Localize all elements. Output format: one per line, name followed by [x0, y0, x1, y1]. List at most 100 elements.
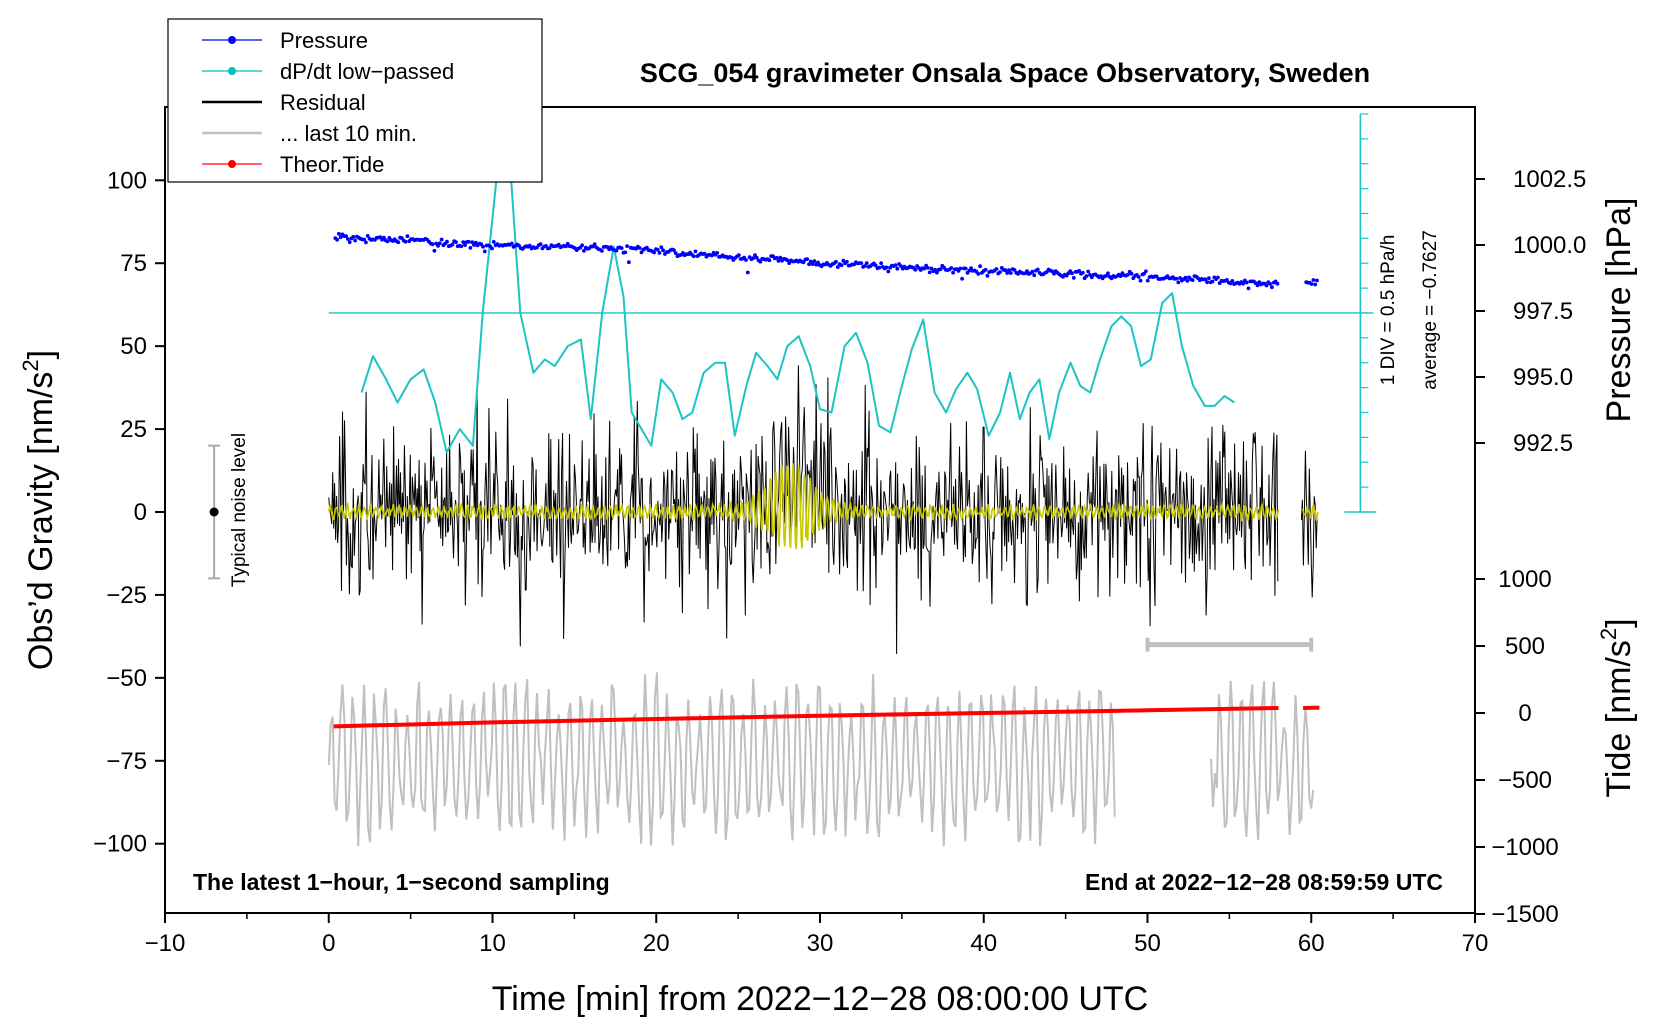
pressure-point	[1246, 286, 1251, 291]
pressure-point	[1030, 269, 1035, 274]
tide-axis-title-sup: 2	[1596, 628, 1621, 640]
legend-label: dP/dt low−passed	[280, 59, 454, 84]
pressure-point	[365, 234, 370, 238]
tide-tick-label: −500	[1498, 767, 1552, 794]
pressure-point	[1144, 269, 1148, 274]
pressure-point	[864, 261, 869, 265]
pressure-point	[877, 265, 882, 270]
pressure-point	[1210, 279, 1215, 284]
tide-tick-label: −1500	[1491, 901, 1558, 928]
pressure-point	[913, 267, 918, 272]
pressure-point	[873, 263, 878, 268]
pressure-point	[396, 240, 401, 245]
pressure-point	[985, 273, 990, 278]
pressure-point	[758, 259, 763, 264]
pressure-tick-label: 997.5	[1513, 298, 1573, 325]
pressure-point	[592, 242, 597, 247]
pressure-point	[362, 237, 366, 242]
pressure-point	[691, 254, 696, 259]
pressure-point	[509, 241, 514, 246]
pressure-point	[346, 237, 350, 241]
pressure-point	[751, 256, 756, 260]
pressure-point	[461, 240, 466, 245]
pressure-point	[960, 276, 964, 281]
legend-label: Residual	[280, 90, 366, 115]
legend-entries: Pressure dP/dt low−passed Residual ... last…	[202, 28, 454, 177]
pressure-point	[1275, 281, 1280, 286]
pressure-point	[983, 267, 988, 272]
pressure-point	[338, 235, 343, 240]
pressure-point	[812, 259, 817, 263]
x-tick-label: 60	[1298, 930, 1325, 957]
tide-axis-ticks: 1000 500 0 −500 −1000 −1500	[1475, 566, 1559, 928]
tide-axis-title: Tide [nm/s2]	[1596, 618, 1638, 797]
pressure-point	[403, 239, 408, 244]
noise-level-label: Typical noise level	[229, 433, 250, 587]
pressure-point	[445, 239, 449, 244]
sampling-annotation: The latest 1−hour, 1−second sampling	[193, 869, 610, 895]
theoretical-tide-line	[333, 705, 1320, 729]
last-10-min-line	[327, 672, 1315, 847]
pressure-point	[347, 240, 352, 245]
pressure-point	[639, 250, 644, 255]
pressure-point	[1086, 269, 1091, 274]
pressure-point	[834, 259, 838, 264]
pressure-point	[600, 249, 604, 253]
pressure-point	[437, 241, 442, 246]
tide-tick-label: 1000	[1498, 566, 1551, 593]
legend: Pressure dP/dt low−passed Residual ... last…	[167, 18, 543, 183]
pressure-point	[1145, 278, 1150, 283]
pressure-point	[845, 259, 849, 264]
pressure-point	[926, 266, 930, 270]
smoothed-residual-line	[328, 463, 1319, 550]
pressure-point	[1207, 276, 1211, 281]
legend-marker	[228, 67, 236, 75]
pressure-point	[1125, 272, 1130, 277]
pressure-point	[470, 240, 475, 245]
pressure-point	[337, 231, 341, 236]
pressure-point	[1071, 276, 1076, 280]
x-tick-label: 20	[643, 930, 670, 957]
x-tick-label: 70	[1462, 930, 1489, 957]
pressure-point	[625, 244, 629, 249]
pressure-point	[801, 260, 806, 265]
pressure-point	[1138, 278, 1143, 283]
y-tick-label: 50	[120, 333, 147, 360]
pressure-point	[976, 272, 981, 276]
pressure-point	[884, 265, 889, 270]
pressure-point	[1190, 278, 1195, 282]
legend-label: ... last 10 min.	[280, 121, 417, 146]
residual-line	[328, 365, 1318, 655]
y-tick-label: −75	[106, 748, 147, 775]
dpdt-scale-label: 1 DIV = 0.5 hPa/h	[1378, 235, 1399, 386]
pressure-point	[661, 248, 665, 253]
x-tick-label: 50	[1134, 930, 1161, 957]
y-tick-label: 25	[120, 416, 147, 443]
pressure-point	[1106, 271, 1110, 276]
pressure-point	[623, 250, 628, 255]
tide-tick-label: −1000	[1491, 834, 1558, 861]
pressure-point	[949, 266, 954, 270]
pressure-point	[1230, 279, 1235, 283]
pressure-point	[580, 243, 584, 248]
pressure-point	[1032, 273, 1037, 278]
pressure-point	[933, 267, 937, 272]
tide-tick-label: 500	[1505, 633, 1545, 660]
pressure-point	[582, 248, 586, 253]
y-tick-label: −25	[106, 582, 147, 609]
pressure-point	[335, 237, 339, 242]
pressure-point	[673, 251, 678, 256]
pressure-point	[1174, 276, 1179, 281]
pressure-point	[994, 267, 999, 271]
y-axis-title-main: Obs’d Gravity [nm/s	[22, 372, 60, 671]
pressure-point	[736, 253, 741, 258]
pressure-point	[778, 255, 783, 260]
pressure-point	[998, 270, 1002, 274]
legend-box	[167, 18, 543, 183]
pressure-point	[895, 266, 900, 271]
data-layer	[208, 113, 1377, 847]
pressure-point	[1003, 268, 1008, 273]
pressure-point	[1035, 267, 1040, 272]
pressure-point	[1084, 274, 1089, 278]
pressure-point	[466, 239, 471, 244]
